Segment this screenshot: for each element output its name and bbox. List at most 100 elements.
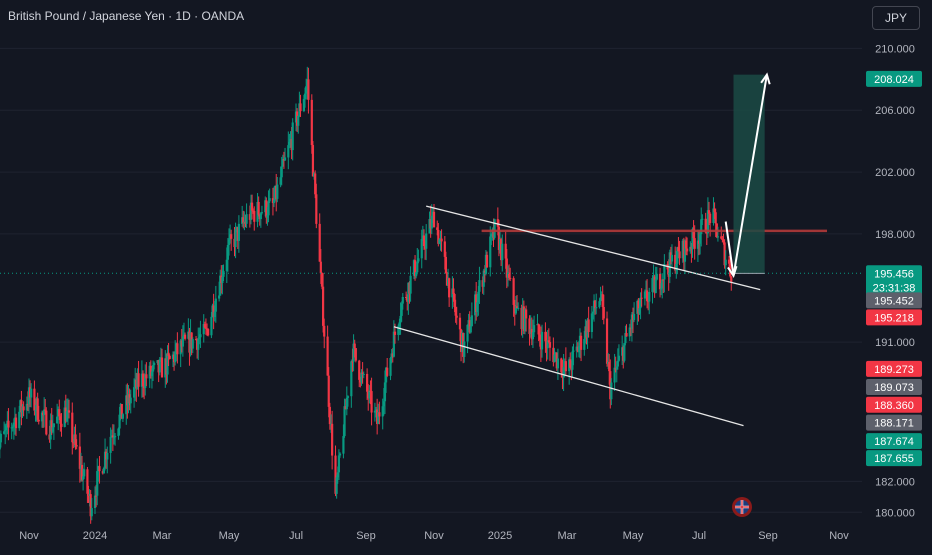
candle-down	[242, 217, 245, 223]
candle-up	[590, 313, 593, 333]
candle-down	[14, 417, 18, 429]
candle-down	[7, 420, 10, 428]
x-tick-label: Nov	[424, 530, 444, 542]
candle-up	[676, 247, 679, 264]
price-label	[866, 265, 922, 296]
candle-down	[353, 343, 356, 349]
candle-up	[352, 343, 355, 362]
candle-down	[326, 336, 329, 376]
lower-channel-line[interactable]	[393, 326, 744, 427]
candle-up	[218, 295, 221, 299]
candle-up	[482, 270, 485, 287]
candle-down	[311, 145, 315, 177]
candle-up	[281, 159, 284, 167]
candle-up	[399, 315, 402, 323]
candle-down	[78, 446, 81, 469]
candle-up	[639, 297, 642, 309]
candle-down	[423, 246, 427, 249]
candle-down	[544, 331, 547, 342]
candle-down	[697, 240, 701, 244]
candle-up	[103, 451, 107, 468]
candle-up	[598, 301, 601, 308]
candle-up	[521, 306, 524, 330]
candle-up	[266, 215, 269, 218]
candle-down	[366, 373, 369, 392]
candle-down	[370, 391, 373, 413]
candle-up	[490, 234, 493, 237]
candle-up	[409, 275, 412, 294]
candle-down	[145, 374, 148, 379]
candle-up	[553, 354, 556, 363]
candle-up	[280, 166, 283, 178]
candle-down	[120, 404, 123, 419]
candle-down	[361, 372, 364, 375]
candle-down	[22, 406, 25, 411]
candle-up	[129, 397, 132, 404]
candle-up	[343, 406, 346, 437]
candle-down	[67, 410, 71, 413]
candle-down	[513, 304, 516, 314]
upper-channel-line[interactable]	[426, 205, 761, 291]
candle-up	[97, 466, 100, 472]
candle-down	[594, 300, 597, 309]
candle-up	[384, 367, 388, 383]
candle-up	[660, 288, 663, 290]
candle-up	[30, 388, 33, 398]
candle-up	[294, 111, 298, 123]
candle-down	[75, 445, 78, 447]
candle-down	[72, 442, 75, 444]
candle-up	[83, 469, 86, 477]
candle-up	[3, 431, 6, 434]
candle-up	[595, 307, 598, 309]
candle-up	[514, 306, 517, 314]
candle-down	[141, 373, 145, 387]
candle-down	[296, 111, 299, 126]
candle-down	[429, 219, 432, 229]
candle-down	[637, 300, 640, 314]
candle-up	[11, 426, 14, 428]
candle-up	[632, 313, 636, 321]
candle-up	[591, 311, 595, 314]
y-tick-label: 191.000	[875, 337, 915, 349]
candle-down	[344, 406, 347, 410]
candle-down	[86, 469, 89, 494]
candle-down	[160, 357, 164, 378]
candle-up	[219, 275, 222, 296]
candle-down	[525, 309, 528, 319]
candle-up	[336, 472, 339, 478]
candle-up	[615, 366, 618, 370]
candle-up	[554, 352, 557, 355]
candle-down	[230, 234, 233, 239]
candle-up	[428, 219, 431, 234]
candle-up	[150, 371, 154, 377]
candle-up	[136, 373, 139, 389]
candle-up	[81, 476, 85, 480]
candle-up	[268, 198, 271, 202]
candle-down	[20, 400, 23, 413]
candle-down	[331, 423, 334, 456]
x-tick-label: 2025	[488, 530, 512, 542]
candle-down	[448, 278, 451, 298]
candle-up	[25, 403, 28, 411]
candle-down	[692, 228, 695, 239]
currency-button[interactable]: JPY	[872, 6, 920, 30]
candle-down	[314, 173, 317, 195]
candle-down	[149, 365, 152, 377]
x-tick-label: Sep	[758, 530, 778, 542]
candle-down	[704, 218, 707, 233]
candle-down	[443, 241, 446, 257]
candle-down	[677, 247, 680, 252]
candle-up	[390, 353, 393, 358]
candle-up	[245, 214, 248, 224]
candle-up	[0, 433, 2, 443]
candle-up	[158, 359, 161, 373]
candle-down	[560, 358, 563, 373]
candle-up	[134, 379, 137, 388]
price-label-value: 195.218	[874, 312, 914, 324]
price-label	[866, 396, 922, 413]
arrow-head-down	[727, 265, 738, 278]
candle-down	[318, 223, 321, 262]
candle-up	[696, 240, 700, 249]
